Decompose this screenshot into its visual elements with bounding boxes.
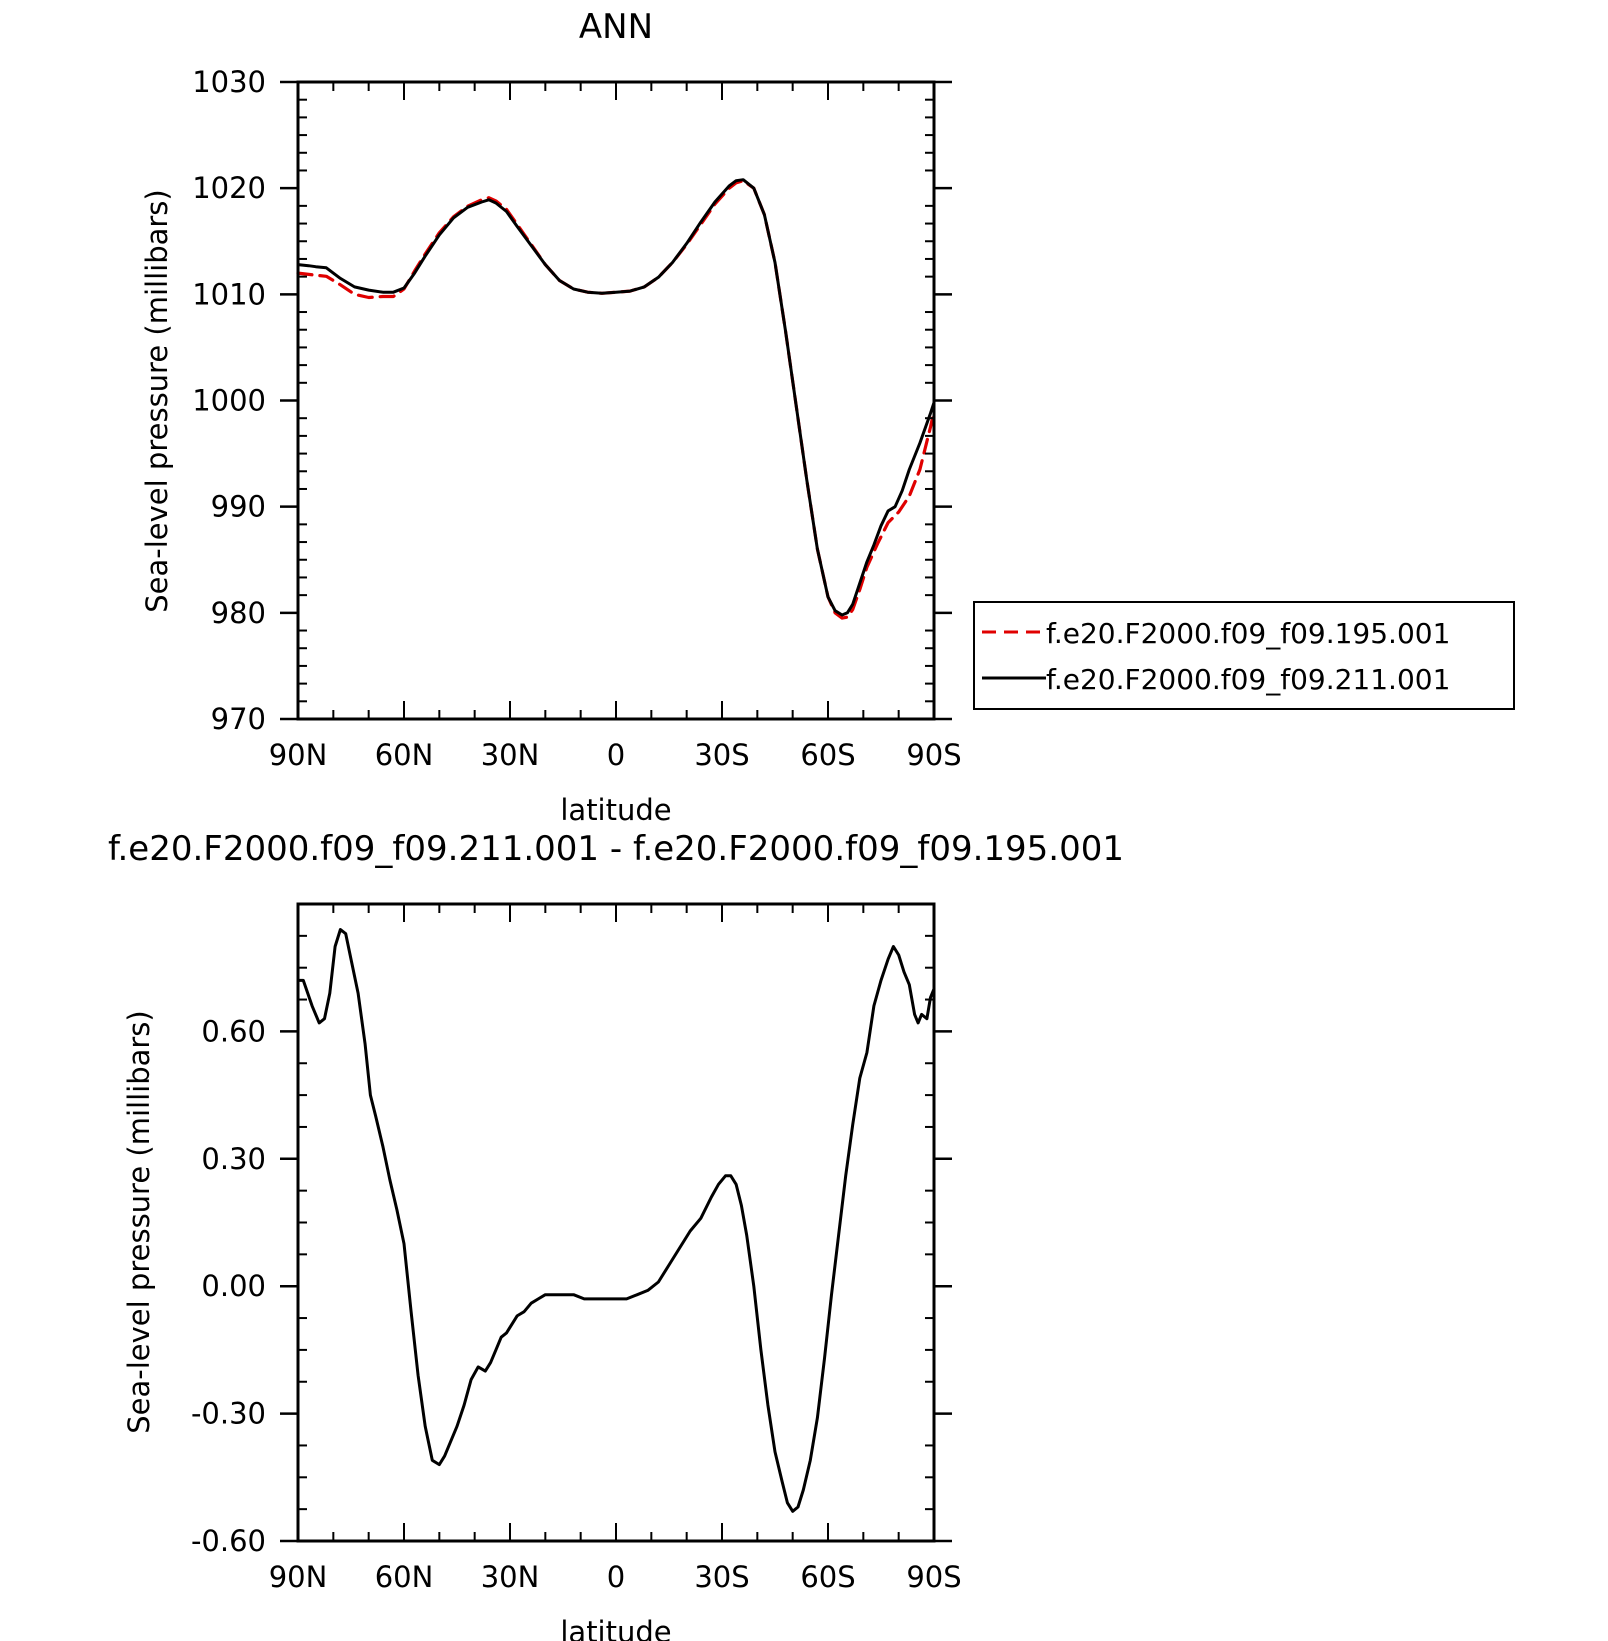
x-tick-label: 90N [269, 738, 328, 772]
y-tick-label: 1030 [192, 65, 266, 99]
plot-lines [296, 928, 936, 1513]
series-line-f-e20-f2000-f09-f09-195-001 [296, 179, 936, 620]
chart-title: ANN [579, 7, 653, 47]
legend-label-series-1: f.e20.F2000.f09_f09.195.001 [1046, 617, 1450, 650]
y-tick-label: 0.60 [201, 1014, 266, 1048]
plot-frame [296, 902, 936, 1543]
axis-ticks [280, 80, 952, 721]
x-tick-label: 90N [269, 1560, 328, 1594]
x-tick-label: 30S [694, 738, 749, 772]
x-tick-label: 90S [906, 738, 961, 772]
plot-lines [296, 178, 936, 620]
plot-frame [296, 80, 936, 721]
x-tick-label: 60N [375, 1560, 434, 1594]
axis-ticks [280, 903, 952, 1543]
series-line-difference [296, 928, 936, 1513]
x-tick-label: 30N [481, 738, 540, 772]
x-tick-label: 90S [906, 1560, 961, 1594]
y-axis-label: Sea-level pressure (millibars) [122, 1010, 156, 1433]
series-line-f-e20-f2000-f09-f09-211-001 [296, 178, 936, 617]
y-axis-label: Sea-level pressure (millibars) [140, 189, 174, 612]
y-tick-label: -0.60 [191, 1524, 266, 1558]
x-tick-label: 60S [800, 1560, 855, 1594]
y-tick-label: 1000 [192, 384, 266, 418]
legend-box [973, 601, 1515, 710]
x-axis-label: latitude [560, 793, 671, 827]
y-tick-label: 980 [211, 596, 266, 630]
x-tick-label: 0 [607, 1560, 625, 1594]
y-tick-label: 0.00 [201, 1269, 266, 1303]
slp-difference-panel: f.e20.F2000.f09_f09.211.001 - f.e20.F200… [108, 829, 1124, 1641]
difference-chart-title: f.e20.F2000.f09_f09.211.001 - f.e20.F200… [108, 829, 1124, 869]
y-tick-label: 970 [211, 702, 266, 736]
x-tick-label: 30S [694, 1560, 749, 1594]
x-tick-label: 0 [607, 738, 625, 772]
y-tick-label: 0.30 [201, 1142, 266, 1176]
x-axis-label: latitude [560, 1615, 671, 1641]
x-tick-label: 60S [800, 738, 855, 772]
legend: f.e20.F2000.f09_f09.195.001 f.e20.F2000.… [973, 601, 1515, 710]
x-tick-label: 60N [375, 738, 434, 772]
x-tick-label: 30N [481, 1560, 540, 1594]
legend-label-series-2: f.e20.F2000.f09_f09.211.001 [1046, 663, 1450, 696]
y-tick-label: -0.30 [191, 1397, 266, 1431]
y-tick-label: 990 [211, 490, 266, 524]
y-tick-label: 1010 [192, 277, 266, 311]
y-tick-label: 1020 [192, 171, 266, 205]
